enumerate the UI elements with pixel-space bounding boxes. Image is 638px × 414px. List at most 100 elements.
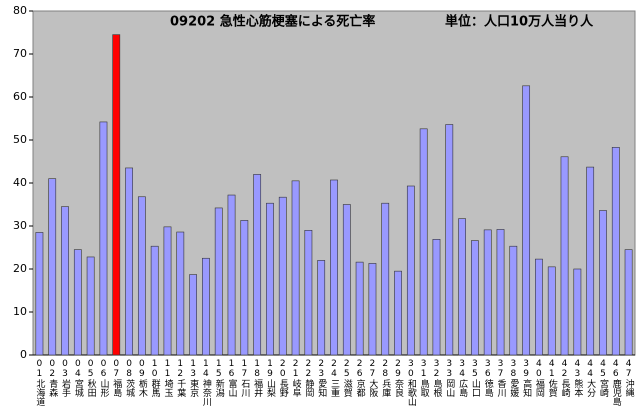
chart-subtitle: 単位：人口10万人当り人: [445, 14, 594, 30]
x-tick-label: 19山梨: [265, 359, 276, 398]
bar: [432, 239, 441, 356]
x-tick-label: 25滋賀: [342, 359, 353, 398]
bar: [35, 232, 44, 356]
bar: [61, 206, 69, 356]
bar: [611, 147, 620, 356]
bar: [317, 260, 326, 356]
bar: [112, 34, 121, 356]
bar: [214, 207, 223, 356]
x-tick-label: 08茨城: [124, 359, 135, 398]
x-tick-label: 38愛媛: [508, 359, 519, 398]
y-tick-label: 10: [13, 305, 27, 318]
x-tick-label: 21岐阜: [291, 359, 302, 398]
bar: [278, 196, 287, 356]
bar: [471, 240, 479, 356]
bar: [522, 85, 531, 356]
x-tick-label: 44大分: [585, 359, 596, 398]
x-tick-label: 23愛知: [316, 359, 327, 398]
x-tick-label: 10群馬: [150, 359, 161, 398]
bar: [304, 230, 313, 356]
bar: [406, 185, 415, 356]
bar: [445, 124, 454, 356]
x-tick-label: 45宮崎: [598, 359, 609, 397]
x-tick-label: 36徳島: [483, 359, 494, 398]
y-tick-label: 0: [20, 348, 27, 361]
x-tick-label: 31鳥取: [419, 359, 430, 398]
bar: [137, 196, 146, 356]
bar: [419, 128, 428, 356]
bar: [624, 249, 633, 356]
x-tick-label: 14神奈川: [201, 359, 212, 406]
bar: [125, 167, 133, 356]
bar: [240, 220, 249, 356]
bar: [560, 156, 569, 356]
x-tick-label: 05秋田: [86, 359, 97, 398]
x-tick-label: 09栃木: [137, 359, 148, 398]
x-tick-label: 03岩手: [60, 359, 71, 398]
bar: [586, 166, 595, 356]
bar: [330, 179, 338, 356]
bar: [73, 249, 82, 356]
bar: [368, 263, 377, 356]
bar: [355, 261, 364, 356]
chart-title: 09202 急性心筋梗塞による死亡率: [170, 14, 375, 30]
y-tick-label: 40: [13, 176, 27, 189]
bar: [381, 202, 390, 356]
x-tick-label: 06山形: [98, 359, 109, 398]
x-tick-label: 40福岡: [534, 359, 545, 398]
x-tick-label: 27大阪: [367, 359, 378, 398]
x-tick-label: 15新潟: [214, 359, 225, 398]
x-tick-label: 47沖縄: [624, 359, 635, 397]
bar: [176, 231, 185, 356]
x-tick-label: 42長崎: [560, 359, 571, 397]
x-tick-label: 28兵庫: [380, 359, 391, 398]
y-tick-label: 30: [13, 219, 27, 232]
x-tick-label: 39高知: [521, 359, 532, 398]
x-tick-label: 22静岡: [303, 359, 314, 398]
bar: [394, 270, 402, 356]
bar: [535, 258, 543, 356]
y-tick-label: 50: [13, 133, 27, 146]
bar: [99, 121, 108, 356]
x-tick-label: 34広島: [457, 359, 468, 398]
bar: [496, 229, 505, 356]
x-tick-label: 18福井: [252, 359, 263, 398]
x-tick-label: 29奈良: [393, 359, 404, 398]
bar: [189, 274, 197, 356]
bar: [483, 229, 492, 356]
x-tick-label: 35山口: [470, 359, 481, 397]
y-tick-label: 70: [13, 47, 27, 60]
bar: [48, 178, 57, 356]
x-tick-label: 37香川: [496, 359, 507, 397]
x-tick-label: 02青森: [47, 359, 58, 398]
x-tick-label: 01北海道: [34, 359, 45, 407]
bar: [253, 174, 262, 356]
x-tick-label: 33岡山: [444, 359, 455, 397]
bar: [342, 204, 351, 356]
bar: [266, 202, 274, 356]
x-tick-label: 30和歌山: [406, 359, 417, 406]
x-tick-label: 43熊本: [572, 359, 583, 398]
x-tick-label: 07福島: [111, 359, 122, 398]
x-tick-label: 12千葉: [175, 359, 186, 398]
x-tick-label: 04宮城: [73, 359, 84, 398]
bar: [202, 257, 210, 356]
x-tick-label: 41佐賀: [547, 359, 558, 398]
x-tick-label: 26京都: [355, 359, 366, 398]
bar: [509, 245, 518, 356]
bar: [227, 194, 236, 356]
bar: [547, 266, 556, 356]
x-tick-label: 13東京: [188, 359, 199, 398]
bar: [86, 256, 95, 356]
x-tick-label: 32島根: [431, 359, 442, 398]
x-tick-label: 20長野: [278, 359, 289, 397]
y-tick-label: 20: [13, 262, 27, 275]
y-tick-label: 60: [13, 90, 27, 103]
x-tick-label: 17石川: [239, 359, 250, 397]
x-tick-label: 46鹿児島: [611, 359, 622, 407]
x-tick-label: 16富山: [227, 359, 238, 397]
bar: [150, 245, 159, 356]
x-tick-label: 24三重: [329, 359, 340, 397]
x-tick-label: 11埼玉: [162, 359, 173, 397]
